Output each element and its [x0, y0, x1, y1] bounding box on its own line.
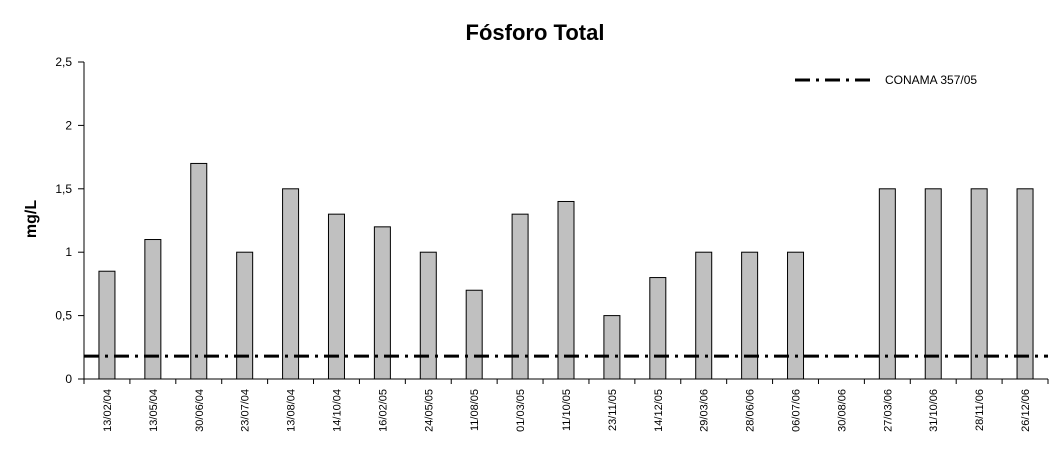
y-axis-label: mg/L — [23, 200, 40, 238]
x-tick-label: 13/02/04 — [102, 389, 114, 432]
bar — [1016, 188, 1034, 380]
y-tick-label: 2,5 — [55, 55, 72, 69]
y-tick-label: 0,5 — [55, 309, 72, 323]
bar — [970, 188, 988, 380]
x-tick-label: 14/12/05 — [653, 389, 665, 432]
y-tick-label: 1 — [65, 245, 72, 259]
bar — [327, 213, 345, 380]
x-tick-label: 23/07/04 — [240, 389, 252, 432]
x-tick-label: 16/02/05 — [377, 389, 389, 432]
bar — [511, 213, 529, 380]
bar — [419, 251, 437, 380]
bar — [557, 200, 575, 380]
x-tick-label: 30/06/04 — [194, 389, 206, 432]
x-tick-label: 28/06/06 — [745, 389, 757, 432]
bar — [878, 188, 896, 380]
x-tick-label: 31/10/06 — [928, 389, 940, 432]
x-tick-label: 29/03/06 — [699, 389, 711, 432]
bar — [190, 162, 208, 380]
x-ticks: 13/02/04 13/05/04 30/06/04 23/07/04 13/08/04… — [83, 379, 1049, 432]
bar — [144, 239, 162, 380]
chart-title: Fósforo Total — [466, 20, 605, 45]
y-tick-label: 0 — [65, 372, 72, 386]
x-tick-label: 28/11/06 — [974, 389, 986, 431]
y-tick-label: 1,5 — [55, 182, 72, 196]
x-tick-label: 06/07/06 — [791, 389, 803, 432]
x-tick-label: 27/03/06 — [882, 389, 894, 432]
x-tick-label: 30/08/06 — [836, 389, 848, 432]
x-tick-label: 11/08/05 — [469, 389, 481, 431]
bar — [236, 251, 254, 380]
bar — [695, 251, 713, 380]
y-ticks: 0 0,5 1 1,5 2 2,5 — [55, 55, 84, 386]
x-tick-label: 11/10/05 — [561, 389, 573, 431]
bar — [787, 251, 805, 380]
x-tick-label: 23/11/05 — [607, 389, 619, 431]
x-tick-label: 14/10/04 — [331, 389, 343, 432]
bars — [98, 162, 1034, 380]
bar — [603, 315, 621, 380]
bar — [741, 251, 759, 380]
bar — [649, 277, 667, 380]
x-tick-label: 13/05/04 — [148, 389, 160, 432]
bar — [282, 188, 300, 380]
x-tick-label: 26/12/06 — [1020, 389, 1032, 432]
x-tick-label: 24/05/05 — [423, 389, 435, 432]
plot-area: 0 0,5 1 1,5 2 2,5 13/02/04 13/05/04 30/06/04 23/… — [55, 55, 1049, 432]
y-tick-label: 2 — [65, 118, 72, 132]
legend: CONAMA 357/05 — [795, 73, 977, 87]
legend-label: CONAMA 357/05 — [885, 73, 977, 87]
bar — [98, 270, 116, 380]
x-tick-label: 01/03/05 — [515, 389, 527, 432]
bar — [924, 188, 942, 380]
bar — [465, 289, 483, 380]
x-tick-label: 13/08/04 — [286, 389, 298, 432]
